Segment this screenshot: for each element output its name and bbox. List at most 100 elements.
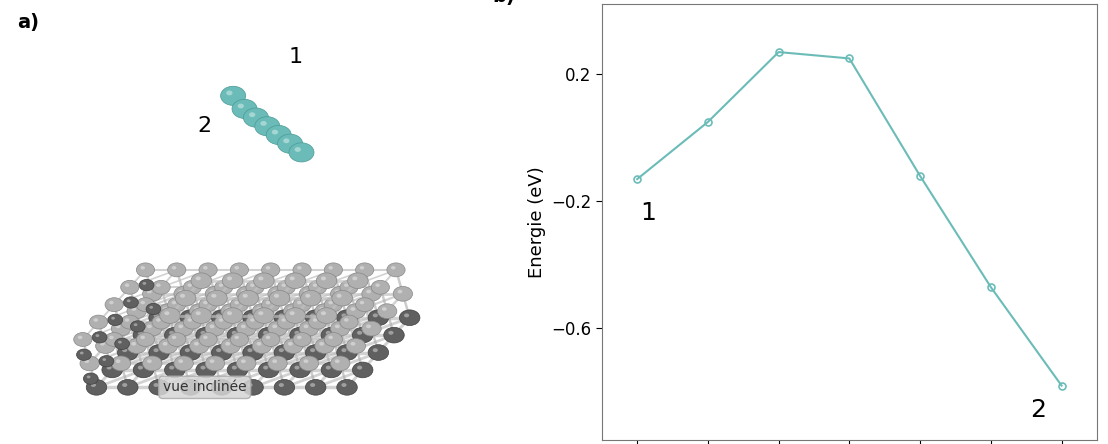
Circle shape (95, 339, 115, 353)
Circle shape (240, 290, 246, 293)
Circle shape (268, 356, 287, 371)
Circle shape (261, 263, 280, 277)
Circle shape (362, 321, 381, 336)
Circle shape (247, 348, 253, 352)
Circle shape (111, 317, 115, 320)
Circle shape (310, 313, 315, 317)
Circle shape (91, 383, 96, 387)
Circle shape (160, 308, 181, 323)
Circle shape (243, 310, 264, 325)
Circle shape (340, 280, 358, 294)
Circle shape (260, 121, 267, 126)
Circle shape (205, 286, 225, 301)
Circle shape (146, 303, 161, 315)
Circle shape (325, 298, 342, 312)
Circle shape (175, 290, 196, 306)
Circle shape (240, 325, 246, 328)
Circle shape (106, 365, 112, 369)
Circle shape (136, 263, 155, 277)
Text: a): a) (17, 13, 39, 32)
Circle shape (141, 336, 145, 339)
Circle shape (215, 315, 233, 329)
Circle shape (281, 283, 286, 287)
Circle shape (237, 286, 256, 301)
Circle shape (201, 331, 206, 335)
Circle shape (300, 290, 321, 306)
Circle shape (181, 310, 201, 325)
Circle shape (181, 345, 201, 361)
Circle shape (122, 383, 127, 387)
Circle shape (164, 311, 170, 315)
Circle shape (315, 304, 335, 319)
Circle shape (230, 263, 248, 277)
Circle shape (154, 348, 158, 352)
Circle shape (174, 356, 193, 371)
Circle shape (121, 315, 138, 329)
Circle shape (199, 298, 217, 312)
Circle shape (306, 310, 326, 325)
Circle shape (201, 365, 206, 369)
Circle shape (254, 308, 274, 323)
Circle shape (218, 318, 224, 322)
Circle shape (115, 325, 121, 328)
Circle shape (352, 327, 373, 343)
Circle shape (225, 342, 230, 345)
Circle shape (335, 359, 340, 363)
Circle shape (319, 307, 324, 311)
Circle shape (121, 280, 138, 294)
Circle shape (187, 318, 192, 322)
Circle shape (143, 321, 162, 336)
Circle shape (319, 342, 324, 345)
Circle shape (86, 376, 91, 378)
Circle shape (330, 356, 350, 371)
Circle shape (74, 333, 92, 346)
Circle shape (203, 301, 207, 304)
Circle shape (321, 362, 341, 378)
Circle shape (235, 301, 239, 304)
Circle shape (164, 327, 185, 343)
Circle shape (337, 380, 357, 395)
Circle shape (191, 273, 212, 289)
Circle shape (137, 365, 143, 369)
Circle shape (304, 325, 308, 328)
Circle shape (123, 297, 138, 308)
Circle shape (127, 299, 131, 302)
Circle shape (220, 86, 246, 105)
Circle shape (230, 298, 248, 312)
Circle shape (360, 301, 365, 304)
Circle shape (199, 263, 217, 277)
Circle shape (310, 383, 315, 387)
Circle shape (335, 325, 340, 328)
Circle shape (372, 348, 378, 352)
Circle shape (299, 356, 319, 371)
Circle shape (299, 321, 319, 336)
Circle shape (167, 263, 186, 277)
Circle shape (281, 318, 286, 322)
Circle shape (223, 308, 243, 323)
Text: 2: 2 (197, 116, 212, 136)
Circle shape (376, 283, 380, 287)
Circle shape (268, 286, 287, 301)
Circle shape (293, 333, 311, 346)
Circle shape (325, 333, 342, 346)
Circle shape (164, 362, 185, 378)
Circle shape (341, 348, 347, 352)
Circle shape (321, 277, 326, 280)
Circle shape (143, 286, 162, 301)
Circle shape (111, 356, 131, 371)
Circle shape (76, 349, 91, 361)
Text: 1: 1 (640, 202, 657, 226)
Circle shape (316, 308, 337, 323)
Circle shape (340, 315, 358, 329)
Circle shape (196, 311, 201, 315)
Circle shape (117, 380, 138, 395)
Circle shape (250, 283, 255, 287)
Circle shape (321, 311, 326, 315)
Circle shape (356, 263, 373, 277)
Circle shape (227, 362, 248, 378)
Circle shape (357, 365, 362, 369)
Circle shape (266, 336, 270, 339)
Circle shape (289, 277, 295, 280)
Circle shape (131, 321, 145, 332)
Circle shape (232, 99, 257, 119)
